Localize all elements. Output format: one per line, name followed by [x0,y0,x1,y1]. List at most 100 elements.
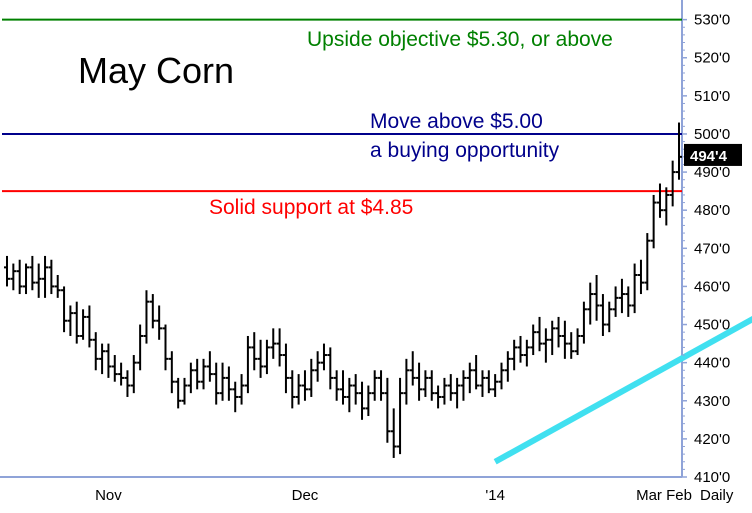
price-bar [403,358,410,405]
price-bar [308,358,315,397]
price-bar [631,263,638,314]
price-bar [473,355,480,390]
price-bar [352,374,359,405]
price-bar [650,194,657,249]
price-bar [143,290,150,344]
price-bar [454,377,461,409]
price-bar [542,328,549,363]
x-tick-label: Dec [292,487,319,504]
price-bar [441,377,448,405]
price-bar [333,370,340,401]
price-bar [561,320,568,359]
price-bar [187,362,194,394]
price-bar [625,286,632,317]
price-bar [504,351,511,382]
price-bar [637,259,644,295]
price-bar [181,377,188,405]
price-bar [612,286,619,317]
price-bar [244,335,251,394]
price-bar [301,370,308,401]
price-bar [409,351,416,386]
price-bar [42,255,49,298]
x-tick-label: Feb [666,487,692,504]
price-bar [29,255,36,291]
y-tick-label: 530'0 [694,12,730,29]
price-bar [175,377,182,409]
y-tick-label: 510'0 [694,88,730,105]
price-bar [346,377,353,413]
price-bar [485,370,492,394]
y-axis: 530'0 520'0 510'0 500'0 490'0 480'0 470'0 460'0… [682,12,730,486]
price-bar [137,324,144,371]
price-bar [225,366,232,401]
horizontal-lines [2,18,682,193]
price-bar [200,358,207,390]
price-bar [593,274,600,321]
price-bar [390,408,397,458]
price-bar [384,377,391,443]
y-tick-label: 440'0 [694,355,730,372]
price-bar [263,339,270,375]
price-bar [460,370,467,401]
price-bar [340,370,346,405]
price-bar [16,259,23,295]
price-bar [276,328,283,367]
price-bar [61,286,68,333]
y-tick-label: 460'0 [694,278,730,295]
price-bar [295,374,302,405]
price-bar [251,332,258,371]
price-bar [92,332,99,371]
annotation-upside-objective: Upside objective $5.30, or above [307,28,613,51]
price-bar [492,374,499,397]
price-bar [86,305,93,348]
price-bar [568,332,575,359]
price-bar [549,320,556,356]
price-bar [359,381,366,420]
price-bar [435,385,442,409]
price-bar [238,374,245,405]
annotation-buying-opportunity: a buying opportunity [370,139,560,162]
price-bar [23,263,30,295]
price-bar [35,263,42,298]
price-bar [232,381,239,413]
support-trendline [493,316,752,465]
price-bar [599,294,606,336]
price-bar [466,362,473,394]
price-bar [422,370,429,397]
y-tick-label: 520'0 [694,50,730,67]
price-bar [48,259,55,295]
annotation-solid-support: Solid support at $4.85 [209,196,414,219]
y-tick-label: 480'0 [694,202,730,219]
price-bar [587,282,594,325]
price-bar [479,370,486,397]
price-bar [428,370,435,401]
price-bar [580,301,587,344]
price-bar [67,305,74,336]
price-bar [257,339,264,378]
price-bar [663,187,670,226]
price-bar [656,183,663,218]
price-bars [4,122,682,458]
last-price-marker: 494'4 [684,143,742,166]
price-bar [314,351,321,382]
y-tick-label: 470'0 [694,240,730,257]
y-tick-label: 450'0 [694,317,730,334]
price-bar [606,301,613,333]
price-bar [574,328,581,356]
price-bar [219,362,226,401]
price-bar [289,370,296,409]
x-tick-label: Nov [95,487,122,504]
price-bar [80,309,87,340]
price-bar [168,351,175,394]
last-price-box [684,143,742,166]
y-tick-label: 420'0 [694,431,730,448]
x-tick-label: Mar [636,487,662,504]
y-tick-label: 410'0 [694,469,730,486]
price-bar [676,122,682,180]
price-bar [327,347,334,390]
periodicity-label: Daily [700,487,734,504]
price-bar [530,324,537,356]
price-bar [397,377,404,455]
price-bar [320,343,327,371]
